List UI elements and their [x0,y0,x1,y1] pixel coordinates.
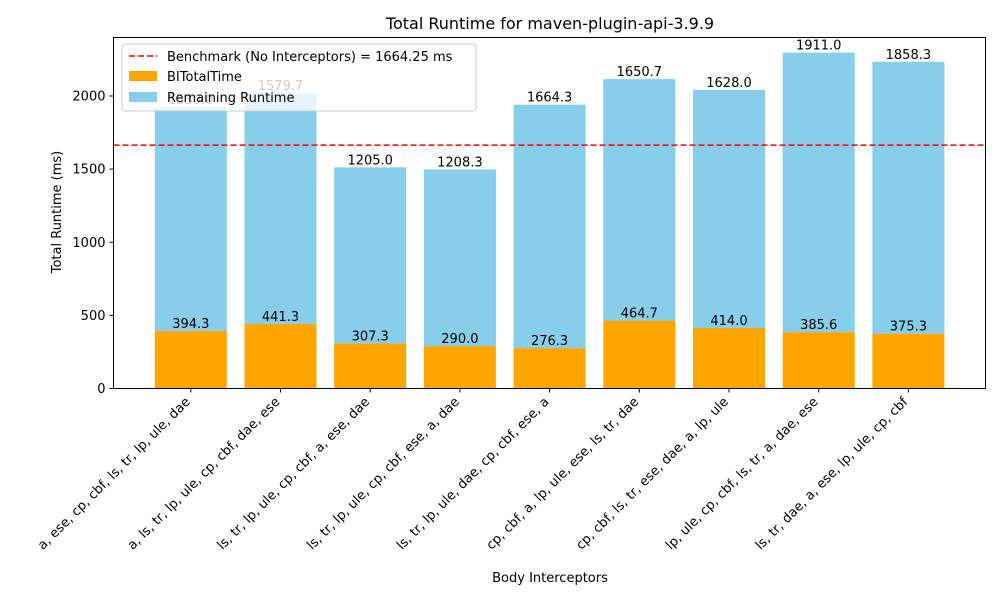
bar-bitotaltime [513,348,586,389]
y-tick-label: 1000 [72,236,105,251]
bar-label-remaining-runtime: 1205.0 [347,153,393,168]
x-tick-label: cp, cbf, ls, tr, ese, dae, a, lp, ule [573,395,731,553]
bar-label-remaining-runtime: 1911.0 [796,39,842,54]
x-tick-label: cp, cbf, a, lp, ule, ese, ls, tr, dae [484,395,642,553]
y-axis: 0 500 1000 1500 2000 [72,90,114,397]
bar-remaining-runtime [334,167,407,344]
y-tick-label: 500 [81,309,106,324]
bar-bitotaltime [603,320,676,389]
x-tick-label: ls, tr, lp, ule, cp, cbf, a, ese, dae [215,395,373,553]
bar-remaining-runtime [782,52,855,333]
x-tick-label: ls, tr, lp, ule, dae, cp, cbf, ese, a [394,395,552,553]
legend-bitotaltime-swatch [129,71,157,81]
bar-label-bitotaltime: 307.3 [352,330,389,345]
x-tick-label: a, ls, tr, lp, ule, cp, cbf, dae, ese [125,395,283,553]
bar-bitotaltime [782,332,855,389]
y-tick-label: 0 [97,382,105,397]
bar-label-remaining-runtime: 1664.3 [527,91,573,106]
bar-label-bitotaltime: 290.0 [441,332,478,347]
bar-bitotaltime [872,333,945,389]
bar-label-remaining-runtime: 1208.3 [437,155,483,170]
bar-remaining-runtime [423,169,496,347]
bar-label-bitotaltime: 394.3 [172,317,209,332]
x-tick-label: lp, ule, cp, cbf, ls, tr, a, dae, ese [663,395,821,553]
bar-label-bitotaltime: 464.7 [621,307,658,322]
bar-bitotaltime [423,346,496,389]
bar-bitotaltime [154,330,227,389]
x-axis: a, ese, cp, cbf, ls, tr, lp, ule, daea, … [35,388,912,553]
bar-label-bitotaltime: 385.6 [800,318,837,333]
y-tick-label: 1500 [72,163,105,178]
legend-bitotaltime-label: BITotalTime [167,70,242,85]
bar-label-remaining-runtime: 1858.3 [886,48,932,63]
bar-remaining-runtime [603,79,676,321]
bar-label-bitotaltime: 414.0 [710,314,747,329]
legend: Benchmark (No Interceptors) = 1664.25 ms… [121,43,477,112]
y-tick-label: 2000 [72,90,105,105]
bar-remaining-runtime [154,107,227,331]
bar-label-remaining-runtime: 1650.7 [617,65,663,80]
bar-bitotaltime [334,343,407,389]
bar-remaining-runtime [513,104,586,349]
legend-frame [121,43,477,112]
bar-remaining-runtime [244,92,317,324]
x-tick-label: ls, tr, lp, ule, cp, cbf, ese, a, dae [304,395,462,553]
legend-remaining-label: Remaining Runtime [167,91,294,106]
chart-title: Total Runtime for maven-plugin-api-3.9.9 [385,14,714,33]
y-axis-label: Total Runtime (ms) [50,151,65,275]
bar-remaining-runtime [872,61,945,334]
plot-frame [113,37,986,389]
bar-bitotaltime [693,327,765,389]
legend-benchmark-label: Benchmark (No Interceptors) = 1664.25 ms [167,50,453,65]
bar-bitotaltime [244,323,317,389]
x-tick-label: ls, tr, dae, a, ese, lp, ule, cp, cbf [753,394,912,553]
x-axis-label: Body Interceptors [492,571,608,586]
bar-label-remaining-runtime: 1628.0 [706,76,752,91]
legend-remaining-swatch [129,92,157,102]
bar-label-bitotaltime: 441.3 [262,310,299,325]
bar-remaining-runtime [693,89,765,328]
bar-label-bitotaltime: 276.3 [531,334,568,349]
x-tick-label: a, ese, cp, cbf, ls, tr, lp, ule, dae [35,395,193,553]
bar-label-bitotaltime: 375.3 [890,320,927,335]
